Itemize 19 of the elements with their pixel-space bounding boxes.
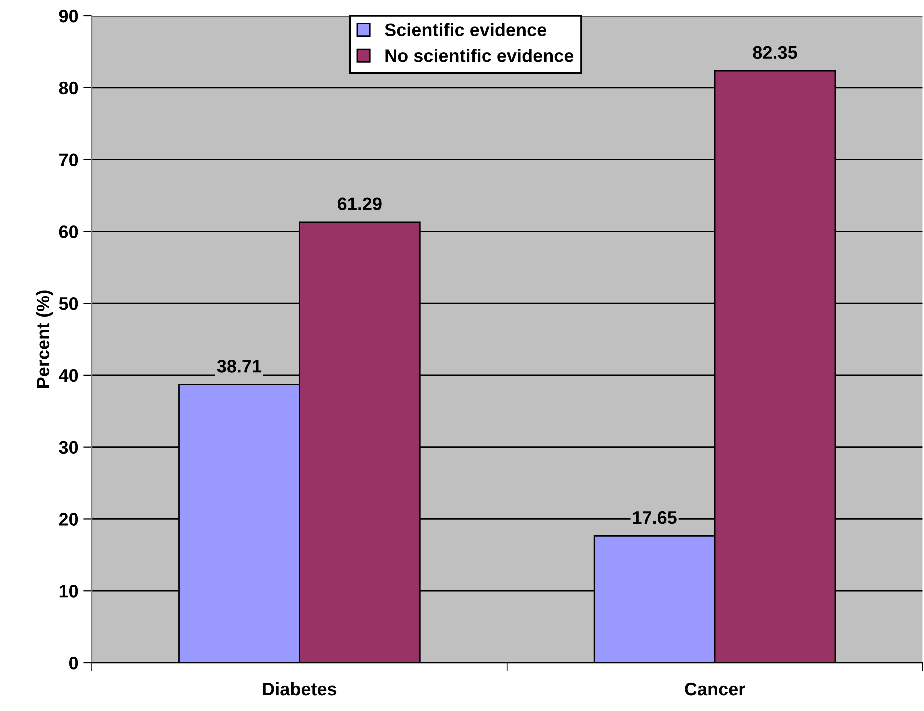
- y-tick-label: 10: [60, 585, 78, 598]
- y-tick-label: 70: [60, 154, 78, 166]
- y-tick-label: 90: [59, 10, 78, 23]
- data-label: 38.71: [217, 360, 262, 373]
- x-tick-label: Diabetes: [263, 682, 337, 696]
- x-tick-label: Cancer: [685, 682, 746, 696]
- data-label: 82.35: [753, 46, 798, 60]
- y-axis-title: Percent (%): [36, 290, 54, 388]
- data-label: 17.65: [633, 511, 677, 524]
- y-tick-label: 80: [59, 82, 78, 95]
- y-tick-label: 30: [59, 441, 78, 454]
- legend-label: Scientific evidence: [385, 23, 547, 36]
- y-tick-label: 20: [59, 513, 78, 526]
- data-label: 61.29: [338, 198, 382, 210]
- y-tick-label: 0: [70, 656, 78, 670]
- legend-label: No scientific evidence: [386, 49, 574, 62]
- y-tick-label: 50: [59, 297, 78, 310]
- y-tick-label: 60: [59, 226, 78, 238]
- y-tick-label: 40: [59, 369, 78, 382]
